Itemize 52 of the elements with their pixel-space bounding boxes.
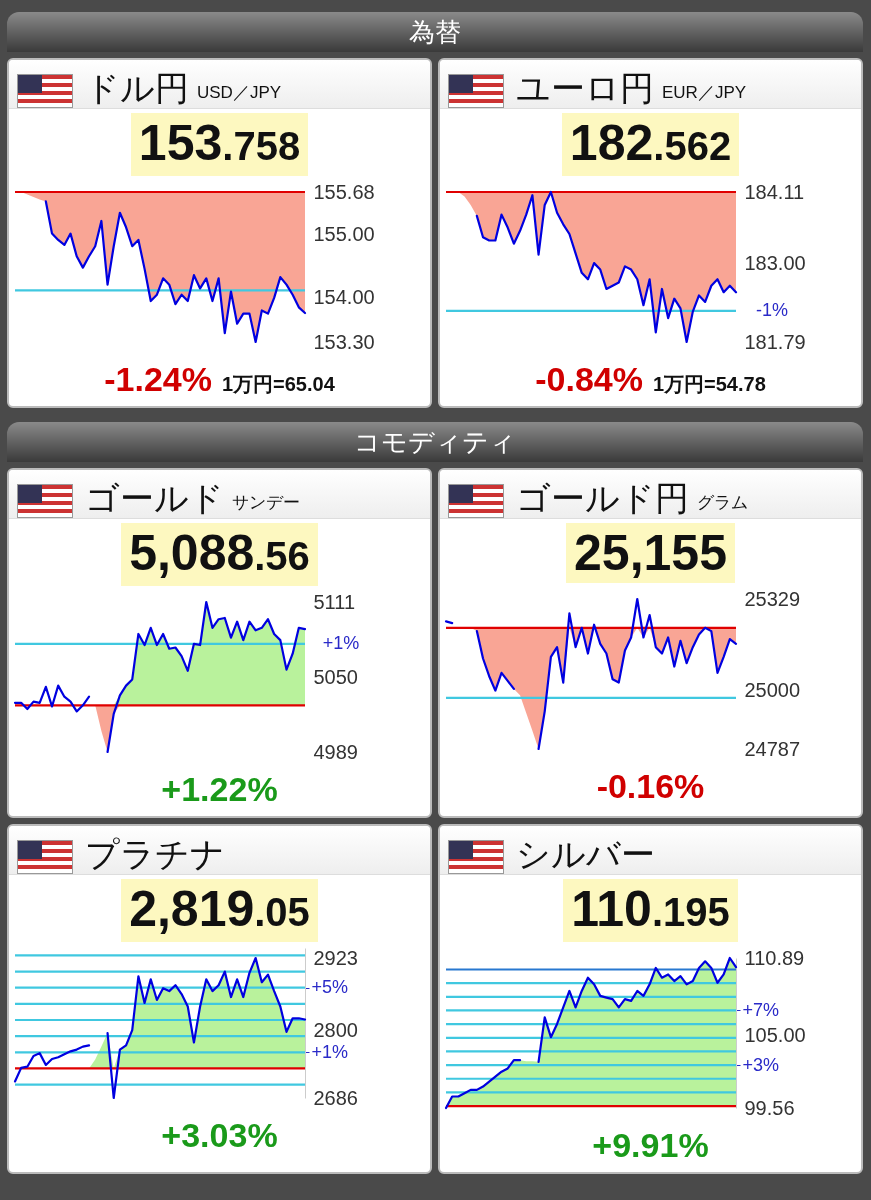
chart-title: ユーロ円 [516,68,654,108]
chart-subtitle: グラム [697,492,748,514]
chart-title: ドル円 [85,68,189,108]
text: 153.758 [130,113,309,176]
y-tick-label: 25000 [744,678,801,701]
y-tick-label: 155.00 [313,223,375,246]
chart-title: シルバー [516,834,655,874]
y-tick-label: 181.79 [744,330,806,353]
text: -1% [755,299,789,320]
text: 25,155 [566,523,735,583]
y2-tick-label: +5% [311,977,349,998]
text: 2,819.05 [121,879,318,942]
y-tick-label: 5111 [313,590,356,613]
y-tick-label: 110.89 [744,946,805,969]
x-axis-title: 1万円=54.78 [652,373,766,395]
y-tick-label: 25329 [744,587,801,610]
x-axis-title: 1万円=65.04 [221,373,335,395]
y-tick-label: 24787 [744,737,801,760]
text: -1.24% [104,360,212,398]
chart-title: ゴールド円 [516,478,689,518]
y-tick-label: 155.68 [313,180,375,203]
y-tick-label: 184.11 [744,180,805,203]
chart-subtitle: サンデー [232,492,300,514]
y-tick-label: 105.00 [744,1024,806,1047]
y2-tick-label: +3% [742,1054,780,1075]
text: 110.195 [563,879,738,942]
y-tick-label: 183.00 [744,252,806,275]
text: 5,088.56 [121,523,318,586]
y-tick-label: 4989 [313,740,358,763]
text: 182.562 [561,113,740,176]
text: +3.03% [161,1116,278,1154]
y2-tick-label: +7% [742,999,780,1020]
text: +1% [322,632,360,653]
y-tick-label: 2686 [313,1086,358,1109]
line-series [44,200,307,344]
y2-tick-label: +1% [311,1041,349,1062]
text: -0.16% [596,767,705,805]
y-tick-label: 2923 [313,946,358,969]
y-tick-label: 2800 [313,1019,358,1042]
text: コモディティ [7,422,863,462]
text: +1.22% [161,770,278,808]
text: 為替 [7,12,863,52]
text: -0.84% [535,360,643,398]
chart-title: プラチナ [85,834,225,874]
y-tick-label: 5050 [313,665,358,688]
y-tick-label: 99.56 [744,1096,795,1119]
chart-title: ゴールド [85,478,224,518]
y-tick-label: 153.30 [313,330,375,353]
text: +9.91% [592,1126,709,1164]
y-tick-label: 154.00 [313,286,375,309]
chart-subtitle: EUR／JPY [662,82,747,104]
chart-subtitle: USD／JPY [197,82,282,104]
